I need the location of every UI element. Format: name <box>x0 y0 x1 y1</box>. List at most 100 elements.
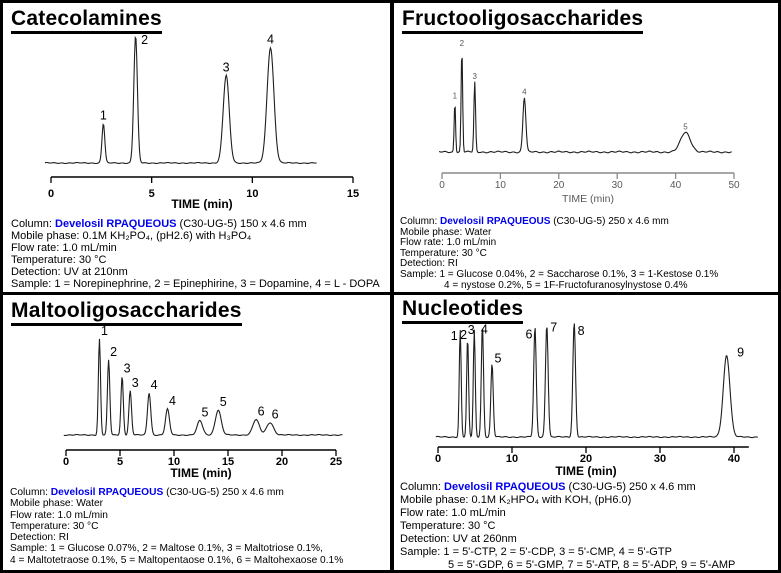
svg-text:40: 40 <box>670 180 682 191</box>
svg-text:15: 15 <box>347 188 359 200</box>
brand-name: Develosil RPAQUEOUS <box>50 487 164 498</box>
svg-text:10: 10 <box>168 456 180 468</box>
svg-text:TIME (min): TIME (min) <box>562 193 614 205</box>
chromatogram-nucleotides: 0 10 20 30 40 TIME (min) 1 2 3 4 5 6 7 8 9 <box>435 320 758 478</box>
column-line: Column: Develosil RPAQUEOUS (C30-UG-5) 2… <box>400 481 735 494</box>
svg-text:20: 20 <box>276 456 288 468</box>
svg-text:0: 0 <box>435 453 441 465</box>
panel-title-catecholamines: Catecolamines <box>11 7 162 35</box>
conditions-nucleotides: Column: Develosil RPAQUEOUS (C30-UG-5) 2… <box>400 481 735 570</box>
flow-rate-line: Flow rate: 1.0 mL/min <box>400 237 497 249</box>
svg-text:0: 0 <box>439 180 445 191</box>
svg-text:2: 2 <box>460 39 465 48</box>
svg-text:TIME (min): TIME (min) <box>171 197 232 211</box>
detection-line: Detection: UV at 210nm <box>11 265 128 278</box>
brand-name: Develosil RPAQUEOUS <box>55 218 177 230</box>
temperature-line: Temperature: 30 °C <box>11 253 107 266</box>
svg-text:9: 9 <box>737 345 744 359</box>
detection-line: Detection: UV at 260nm <box>400 533 517 545</box>
panel-title-maltooligosaccharides: Maltooligosaccharides <box>11 299 242 327</box>
svg-text:15: 15 <box>222 456 234 468</box>
svg-text:3: 3 <box>223 60 230 74</box>
svg-text:4: 4 <box>267 32 274 46</box>
svg-text:4: 4 <box>481 322 488 336</box>
chromatogram-catecholamines: 0 5 10 15 TIME (min) 1 2 3 4 <box>44 32 359 211</box>
flow-rate-line: Flow rate: 1.0 mL/min <box>11 241 117 254</box>
panel-fructooligosaccharides: Fructooligosaccharides 0 10 20 30 40 50 TIME (… <box>394 3 778 295</box>
svg-text:30: 30 <box>654 453 666 465</box>
panel-maltooligosaccharides: Maltooligosaccharides 0 5 10 15 20 25 TIME (mi… <box>3 295 394 570</box>
svg-text:5: 5 <box>117 456 123 468</box>
column-line: Column: Develosil RPAQUEOUS (C30-UG-5) 1… <box>11 218 380 231</box>
svg-text:0: 0 <box>63 456 69 468</box>
svg-text:2: 2 <box>141 33 148 47</box>
temperature-line: Temperature: 30 °C <box>400 520 496 532</box>
svg-text:5: 5 <box>683 122 688 131</box>
column-label: Column: <box>400 481 445 493</box>
svg-text:6: 6 <box>525 328 532 342</box>
brand-name: Develosil RPAQUEOUS <box>444 481 566 493</box>
svg-text:6: 6 <box>272 408 279 422</box>
svg-text:10: 10 <box>246 188 258 200</box>
svg-text:3: 3 <box>124 361 131 375</box>
sample-line-1: Sample: 1 = 5'-CTP, 2 = 5'-CDP, 3 = 5'-C… <box>400 546 672 558</box>
conditions-maltooligosaccharides: Column: Develosil RPAQUEOUS (C30-UG-5) 2… <box>10 487 343 566</box>
sample-line-2: 5 = 5'-GDP, 6 = 5'-GMP, 7 = 5'-ATP, 8 = … <box>448 559 736 570</box>
flow-rate-line: Flow rate: 1.0 mL/min <box>10 509 108 521</box>
svg-text:4: 4 <box>151 378 158 392</box>
sample-line-1: Sample: 1 = Norepinephrine, 2 = Epinephi… <box>11 277 380 290</box>
svg-text:5: 5 <box>495 351 502 365</box>
sample-line-1: Sample: 1 = Glucose 0.04%, 2 = Saccharos… <box>400 268 719 280</box>
svg-text:20: 20 <box>580 453 592 465</box>
svg-text:8: 8 <box>578 324 585 338</box>
column-spec: (C30-UG-5) 250 x 4.6 mm <box>565 481 696 493</box>
svg-text:30: 30 <box>612 180 624 191</box>
svg-text:1: 1 <box>451 329 458 343</box>
conditions-catecholamines: Column: Develosil RPAQUEOUS (C30-UG-5) 1… <box>11 218 380 290</box>
column-line: Column: Develosil RPAQUEOUS (C30-UG-5) 2… <box>400 216 718 228</box>
panel-nucleotides: Nucleotides 0 10 20 30 40 TIME (min) 1 2 3 4 5 6 7 8 9… <box>394 295 778 570</box>
svg-text:3: 3 <box>468 323 475 337</box>
svg-text:1: 1 <box>100 109 107 123</box>
svg-text:25: 25 <box>330 456 342 468</box>
svg-text:7: 7 <box>550 320 557 334</box>
svg-text:2: 2 <box>460 328 467 342</box>
mobile-phase-line: Mobile phase: 0.1M K₂HPO₄ with KOH, (pH6… <box>400 494 632 506</box>
svg-text:50: 50 <box>728 180 740 191</box>
temperature-line: Temperature: 30 °C <box>10 520 99 532</box>
conditions-fructooligosaccharides: Column: Develosil RPAQUEOUS (C30-UG-5) 2… <box>400 216 719 291</box>
column-label: Column: <box>10 487 51 498</box>
detection-line: Detection: RI <box>400 258 458 270</box>
svg-text:5: 5 <box>220 395 227 409</box>
panel-catecholamines: Catecolamines 0 5 10 15 TIME (min) 1 2 3 4 Colum… <box>3 3 394 295</box>
svg-text:40: 40 <box>728 453 740 465</box>
panel-title-fructooligosaccharides: Fructooligosaccharides <box>402 7 644 35</box>
svg-text:1: 1 <box>101 324 108 338</box>
svg-text:5: 5 <box>201 406 208 420</box>
svg-text:4: 4 <box>169 394 176 408</box>
svg-text:6: 6 <box>258 405 265 419</box>
panel-title-nucleotides: Nucleotides <box>402 297 524 325</box>
mobile-phase-line: Mobile phase: 0.1M KH₂PO₄, (pH2.6) with … <box>11 229 252 242</box>
column-line: Column: Develosil RPAQUEOUS (C30-UG-5) 2… <box>10 487 343 498</box>
svg-text:1: 1 <box>453 92 458 101</box>
column-spec: (C30-UG-5) 250 x 4.6 mm <box>163 487 284 498</box>
temperature-line: Temperature: 30 °C <box>400 247 487 259</box>
brand-name: Develosil RPAQUEOUS <box>440 216 551 227</box>
column-spec: (C30-UG-5) 150 x 4.6 mm <box>176 218 307 230</box>
svg-text:TIME (min): TIME (min) <box>170 466 231 480</box>
svg-text:4: 4 <box>522 87 527 96</box>
svg-text:20: 20 <box>553 180 565 191</box>
svg-text:3: 3 <box>472 72 477 81</box>
column-label: Column: <box>400 216 441 227</box>
svg-text:10: 10 <box>506 453 518 465</box>
sample-line-2: 4 = Maltotetraose 0.1%, 5 = Maltopentaos… <box>10 554 344 566</box>
sample-line-2: 4 = nystose 0.2%, 5 = 1F-Fructofuranosyl… <box>444 279 688 291</box>
sample-line-1: Sample: 1 = Glucose 0.07%, 2 = Maltose 0… <box>10 543 323 555</box>
mobile-phase-line: Mobile phase: Water <box>10 498 104 510</box>
svg-text:3: 3 <box>132 376 139 390</box>
column-label: Column: <box>11 218 56 230</box>
mobile-phase-line: Mobile phase: Water <box>400 226 492 238</box>
svg-text:5: 5 <box>149 188 155 200</box>
